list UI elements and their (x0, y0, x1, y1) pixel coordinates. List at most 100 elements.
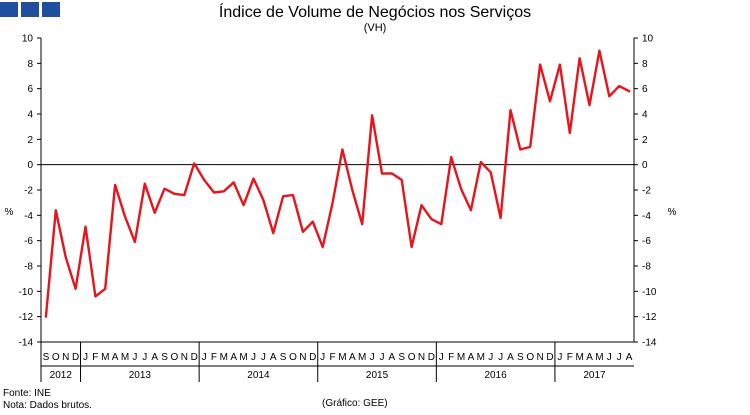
x-tick-label-month: F (330, 352, 336, 363)
logo-block-2 (21, 2, 39, 17)
x-tick-label-month: M (239, 352, 247, 363)
x-tick-label-month: O (171, 352, 179, 363)
x-tick-label-year: 2016 (485, 370, 508, 381)
y-tick-label-left: -2 (24, 186, 33, 197)
y-tick-label-left: -14 (19, 338, 34, 349)
y-tick-label-right: 2 (642, 135, 648, 146)
x-tick-label-month: A (586, 352, 593, 363)
footer-source: Fonte: INE (3, 388, 51, 399)
x-tick-label-month: D (428, 352, 435, 363)
footer-credit: (Gráfico: GEE) (322, 398, 388, 409)
logo-block-3 (42, 2, 60, 17)
y-tick-label-left: -4 (24, 211, 33, 222)
x-tick-label-month: D (191, 352, 198, 363)
y-axis-label-right: % (668, 207, 677, 218)
x-tick-label-month: S (280, 352, 287, 363)
y-tick-label-left: -6 (24, 236, 33, 247)
y-tick-label-right: 10 (642, 34, 654, 45)
chart: -14 -14 -12 -12 -10 -10 -8 -8 -6 -6 -4 -4 -2 -2 0 0 2 2 4 4… (5, 34, 677, 382)
y-tick-label-left: 2 (27, 135, 33, 146)
y-tick-label-right: -14 (642, 338, 657, 349)
x-tick-label-month: J (370, 352, 375, 363)
x-tick-label-month: S (398, 352, 405, 363)
x-tick-label-month: S (43, 352, 50, 363)
x-tick-label-month: S (517, 352, 524, 363)
x-tick-label-month: M (358, 352, 366, 363)
x-tick-label-month: J (617, 352, 622, 363)
x-tick-label-month: J (498, 352, 503, 363)
y-tick-label-right: 0 (642, 160, 648, 171)
y-tick-label-left: -12 (19, 312, 34, 323)
x-tick-label-month: N (181, 352, 188, 363)
y-tick-label-left: -8 (24, 262, 33, 273)
x-tick-label-month: A (230, 352, 237, 363)
x-tick-label-month: S (161, 352, 168, 363)
y-tick-label-left: 8 (27, 59, 33, 70)
x-tick-label-month: M (457, 352, 465, 363)
footer-note: Nota: Dados brutos. (3, 400, 92, 411)
y-tick-label-right: -8 (642, 262, 651, 273)
y-tick-label-right: -10 (642, 287, 657, 298)
chart-title: Índice de Volume de Negócios nos Serviço… (218, 4, 532, 21)
y-tick-label-left: 4 (27, 110, 33, 121)
x-tick-label-month: M (477, 352, 485, 363)
y-tick-label-right: -2 (642, 186, 651, 197)
x-tick-label-month: D (546, 352, 553, 363)
x-tick-label-month: M (595, 352, 603, 363)
x-tick-label-year: 2015 (366, 370, 389, 381)
x-tick-label-month: J (83, 352, 88, 363)
y-tick-label-right: -12 (642, 312, 657, 323)
x-tick-label-month: F (92, 352, 98, 363)
y-tick-label-right: 8 (642, 59, 648, 70)
x-tick-label-month: J (251, 352, 256, 363)
x-tick-label-month: J (132, 352, 137, 363)
x-tick-label-month: N (62, 352, 69, 363)
y-tick-label-left: -10 (19, 287, 34, 298)
x-tick-label-month: O (408, 352, 416, 363)
x-tick-label-month: M (101, 352, 109, 363)
y-tick-label-left: 10 (22, 34, 34, 45)
chart-subtitle: (VH) (363, 22, 387, 34)
x-tick-label-month: J (142, 352, 147, 363)
x-tick-label-year: 2012 (50, 370, 73, 381)
x-tick-label-month: F (211, 352, 217, 363)
x-tick-label-month: J (202, 352, 207, 363)
y-axis-label-left: % (5, 207, 14, 218)
x-tick-label-month: J (607, 352, 612, 363)
x-tick-label-month: D (72, 352, 79, 363)
x-tick-label-month: J (488, 352, 493, 363)
x-tick-label-month: A (389, 352, 396, 363)
x-tick-label-month: M (121, 352, 129, 363)
y-tick-label-right: 4 (642, 110, 648, 121)
x-tick-label-month: O (52, 352, 60, 363)
x-tick-label-year: 2014 (247, 370, 270, 381)
logo-block-1 (0, 2, 18, 17)
x-tick-label-month: O (526, 352, 534, 363)
x-tick-label-month: O (289, 352, 297, 363)
y-tick-label-left: 0 (27, 160, 33, 171)
x-tick-label-month: J (261, 352, 266, 363)
x-tick-label-month: A (626, 352, 633, 363)
x-tick-label-month: J (379, 352, 384, 363)
x-tick-label-year: 2013 (129, 370, 152, 381)
x-tick-label-month: A (349, 352, 356, 363)
x-tick-label-month: J (320, 352, 325, 363)
x-tick-label-month: M (338, 352, 346, 363)
y-tick-label-right: -4 (642, 211, 651, 222)
x-tick-label-month: A (151, 352, 158, 363)
x-tick-label-month: A (507, 352, 514, 363)
x-tick-label-month: A (468, 352, 475, 363)
x-tick-label-month: M (575, 352, 583, 363)
x-tick-label-month: F (448, 352, 454, 363)
x-tick-label-month: A (270, 352, 277, 363)
series-line-vh (44, 49, 631, 318)
x-tick-label-month: N (536, 352, 543, 363)
y-tick-label-left: 6 (27, 84, 33, 95)
x-tick-label-year: 2017 (583, 370, 606, 381)
x-tick-label-month: A (112, 352, 119, 363)
x-tick-label-month: D (309, 352, 316, 363)
x-tick-label-month: F (567, 352, 573, 363)
x-tick-label-month: M (220, 352, 228, 363)
y-tick-label-right: -6 (642, 236, 651, 247)
y-tick-label-right: 6 (642, 84, 648, 95)
